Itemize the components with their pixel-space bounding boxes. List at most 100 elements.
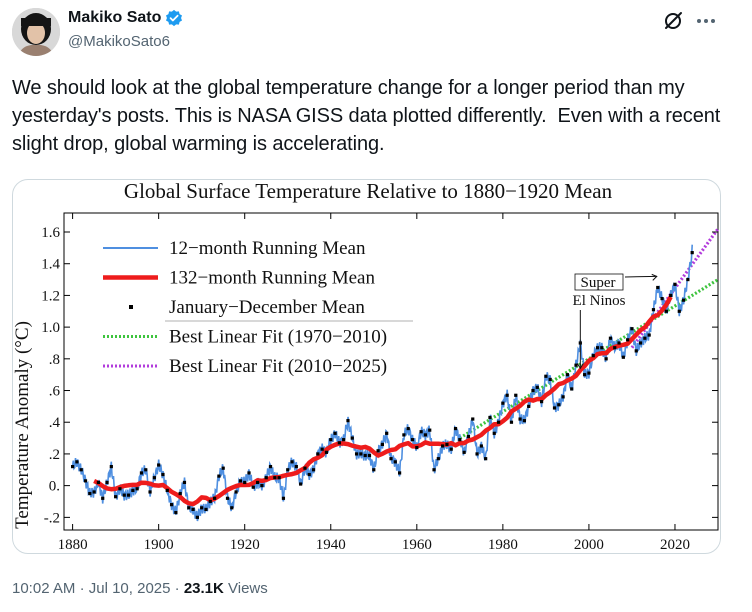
annual-mean-point (522, 419, 526, 423)
separator: · (79, 580, 85, 597)
annual-mean-point (131, 488, 135, 492)
annual-mean-point (114, 495, 118, 499)
annual-mean-point (604, 357, 608, 361)
annual-mean-point (415, 445, 419, 450)
y-tick-label: 1.4 (41, 257, 60, 273)
y-tick-label: .2 (49, 447, 60, 463)
annual-mean-point (350, 436, 354, 440)
annual-mean-point (393, 460, 397, 464)
y-tick-label: .8 (49, 352, 60, 368)
post-text: We should look at the global temperature… (12, 77, 726, 155)
y-tick-label: .6 (49, 384, 61, 400)
annual-mean-point (380, 442, 384, 447)
annual-mean-point (165, 488, 169, 492)
annual-mean-point (398, 471, 402, 475)
annual-mean-point (294, 465, 298, 469)
temperature-chart: Global Surface Temperature Relative to 1… (13, 180, 720, 553)
grok-icon (665, 12, 682, 29)
annual-mean-point (118, 487, 122, 491)
annual-mean-point (122, 493, 126, 497)
annual-mean-point (600, 346, 604, 350)
y-tick-label: 1.2 (41, 288, 60, 304)
annual-mean-point (105, 480, 109, 485)
annual-mean-point (277, 476, 281, 480)
annual-mean-point (557, 403, 561, 407)
annual-mean-point (613, 346, 617, 350)
annual-mean-point (225, 496, 230, 500)
annual-mean-point (630, 327, 634, 331)
annual-mean-point (144, 468, 148, 472)
annual-mean-point (617, 341, 621, 345)
post-time[interactable]: 10:02 AM (12, 580, 76, 597)
post-date[interactable]: Jul 10, 2025 (88, 580, 171, 597)
annual-mean-point (187, 506, 191, 510)
annual-mean-point (221, 466, 225, 470)
annual-mean-point (441, 444, 445, 448)
annual-mean-point (359, 452, 363, 456)
annual-mean-point (337, 441, 341, 445)
annual-mean-point (92, 490, 96, 494)
annual-mean-point (501, 401, 505, 405)
annual-mean-point (621, 355, 625, 359)
annual-mean-point (527, 404, 531, 408)
annual-mean-point (152, 476, 156, 480)
annual-mean-point (329, 438, 333, 442)
annual-mean-point (539, 400, 544, 404)
annual-mean-point (552, 406, 557, 410)
annual-mean-point (389, 457, 393, 461)
grok-button[interactable] (662, 10, 684, 32)
annual-mean-point (445, 442, 449, 447)
annual-mean-point (608, 336, 613, 340)
annual-mean-point (281, 496, 286, 500)
x-tick-label: 1880 (58, 537, 88, 553)
annotation-box (574, 273, 624, 291)
annual-mean-point (419, 430, 423, 434)
annual-mean-point (686, 277, 690, 282)
x-tick-label: 1900 (144, 537, 174, 553)
annual-mean-point (643, 336, 647, 340)
annotation-arrow (624, 275, 657, 278)
annual-mean-point (402, 433, 406, 437)
annual-mean-point (496, 420, 501, 424)
annual-mean-point (638, 341, 643, 345)
author-name[interactable]: Makiko Sato (68, 9, 162, 26)
annual-mean-point (681, 298, 686, 302)
annual-mean-point (428, 428, 432, 432)
annual-mean-point (471, 417, 475, 421)
post-meta: 10:02 AM · Jul 10, 2025 · 23.1K Views (12, 580, 268, 597)
annual-mean-point (311, 468, 316, 472)
separator: · (174, 580, 180, 597)
annual-mean-point (453, 426, 458, 431)
annual-mean-point (148, 490, 152, 494)
annual-mean-point (591, 354, 595, 358)
annual-mean-point (626, 338, 630, 342)
annual-mean-point (544, 374, 548, 378)
annual-mean-point (88, 491, 92, 496)
annual-mean-point (656, 285, 660, 290)
annual-mean-point (647, 333, 651, 337)
annual-mean-point (169, 503, 174, 507)
annual-mean-point (535, 385, 539, 389)
post-media-chart[interactable]: Global Surface Temperature Relative to 1… (12, 179, 721, 554)
annual-mean-point (251, 485, 255, 489)
annual-mean-point (475, 452, 479, 456)
annual-mean-point (677, 309, 681, 313)
y-axis-label: Temperature Anomaly (°C) (13, 321, 33, 529)
annual-mean-point (587, 371, 591, 375)
legend-label: Best Linear Fit (1970−2010) (169, 327, 387, 348)
annual-mean-point (243, 480, 247, 485)
verified-badge-icon (166, 9, 183, 27)
annual-mean-point (595, 346, 600, 350)
author-handle[interactable]: @MakikoSato6 (68, 33, 170, 50)
more-options-button[interactable] (694, 10, 718, 32)
legend-label: January−December Mean (169, 297, 365, 318)
x-tick-label: 1940 (316, 537, 346, 553)
annual-mean-point (385, 431, 389, 435)
annual-mean-point (320, 447, 324, 451)
avatar[interactable] (12, 8, 60, 56)
annual-mean-point (324, 450, 329, 454)
annual-mean-point (200, 506, 204, 510)
x-tick-label: 1960 (402, 537, 432, 553)
annual-mean-point (505, 393, 509, 397)
annual-mean-point (410, 438, 415, 442)
